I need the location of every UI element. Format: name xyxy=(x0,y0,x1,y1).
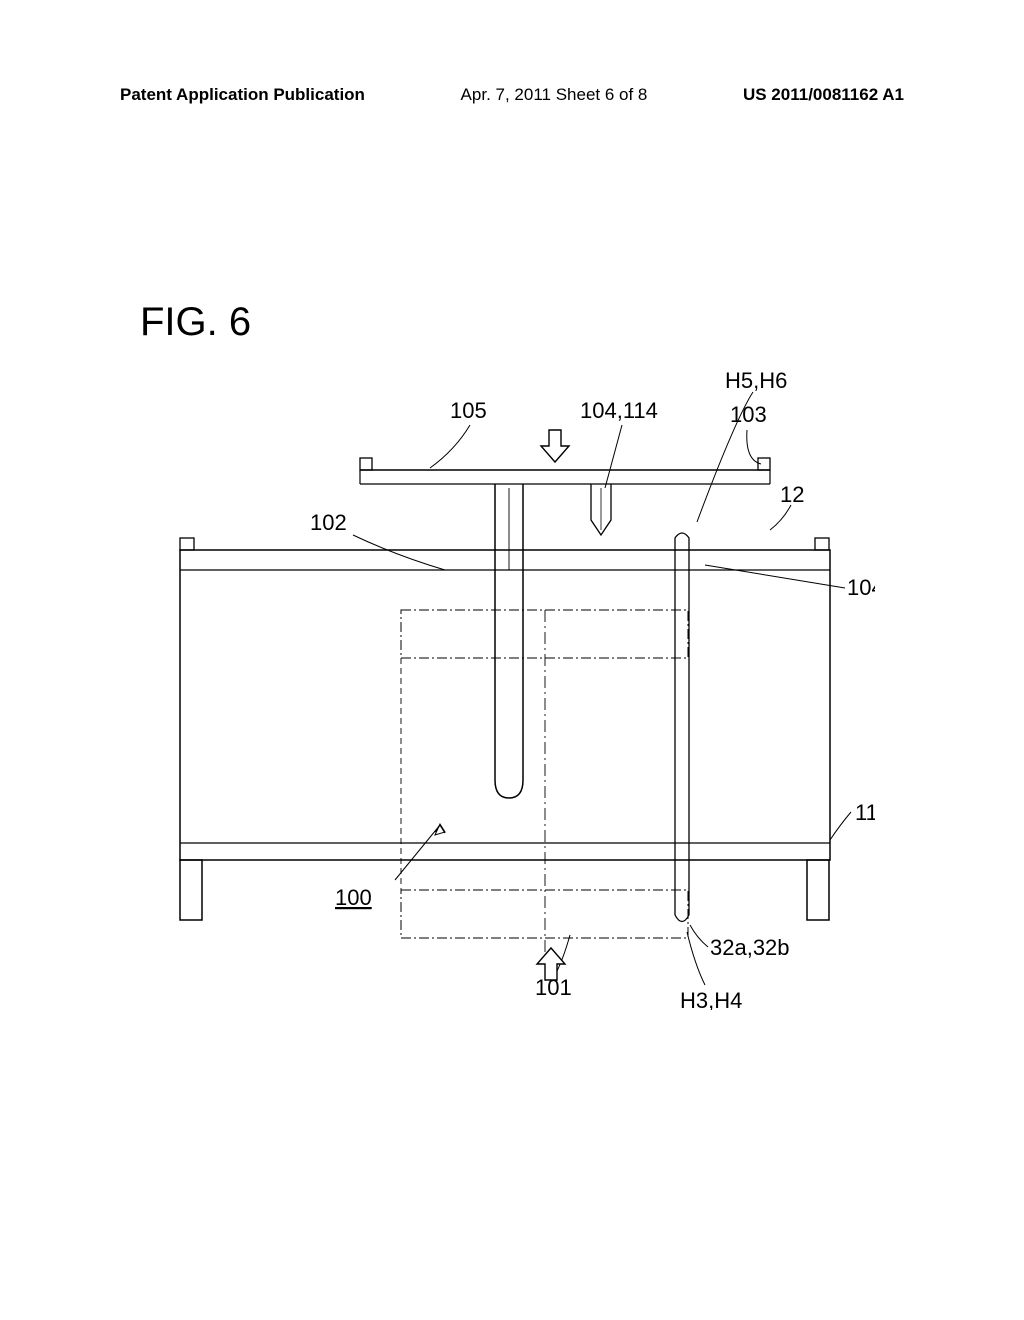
leader-lines xyxy=(353,392,851,985)
header-right: US 2011/0081162 A1 xyxy=(743,85,904,105)
upper-left-tab xyxy=(360,458,372,470)
outer-right-tab xyxy=(815,538,829,550)
header-left: Patent Application Publication xyxy=(120,85,365,105)
label-h3h4: H3,H4 xyxy=(680,988,742,1010)
label-32a-32b: 32a,32b xyxy=(710,935,790,960)
label-103: 103 xyxy=(730,402,767,427)
label-104h-114h: 104H,114H xyxy=(847,575,875,600)
label-h5h6: H5,H6 xyxy=(725,370,787,393)
dashed-box-upper xyxy=(401,610,688,658)
header-center: Apr. 7, 2011 Sheet 6 of 8 xyxy=(461,85,648,105)
label-12: 12 xyxy=(780,482,804,507)
dashed-box-lower xyxy=(401,890,688,938)
label-11: 11 xyxy=(855,800,875,825)
label-100: 100 xyxy=(335,885,372,910)
left-leg xyxy=(180,860,202,920)
outer-left-tab xyxy=(180,538,194,550)
label-104-114: 104,114 xyxy=(580,398,658,423)
outer-frame xyxy=(180,550,830,860)
right-rod-bottom-cap xyxy=(675,915,689,922)
label-102: 102 xyxy=(310,510,347,535)
figure-title: FIG. 6 xyxy=(140,300,251,345)
hollow-arrow-down-icon xyxy=(541,430,569,462)
right-rod-top-bump xyxy=(675,533,689,550)
right-leg xyxy=(807,860,829,920)
figure-diagram: H5,H6 105 104,114 103 102 12 104H,114H 1… xyxy=(135,370,875,1010)
label-105: 105 xyxy=(450,398,487,423)
page-header: Patent Application Publication Apr. 7, 2… xyxy=(0,85,1024,105)
